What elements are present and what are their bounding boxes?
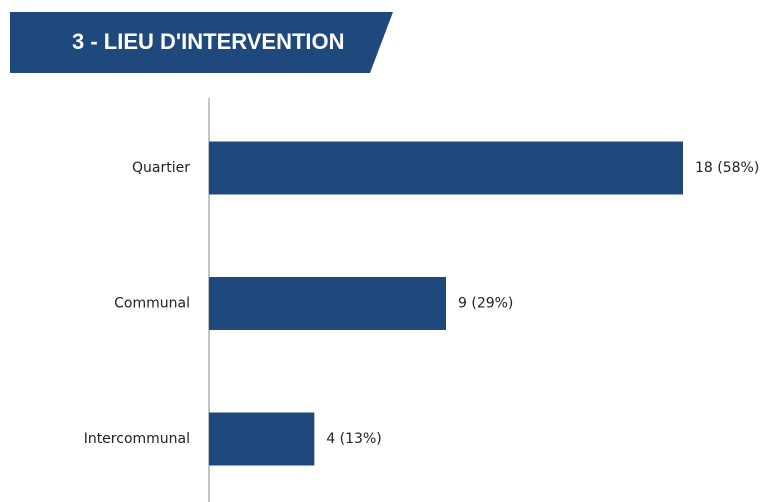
category-label: Intercommunal (84, 431, 190, 447)
value-label: 18 (58%) (695, 160, 759, 176)
value-label: 9 (29%) (458, 296, 513, 312)
value-label: 4 (13%) (326, 431, 381, 447)
category-label: Communal (114, 296, 190, 312)
category-label: Quartier (132, 160, 190, 176)
bar (209, 277, 446, 330)
title-banner (10, 12, 393, 73)
bar (209, 141, 683, 195)
chart-title: 3 - LIEU D'INTERVENTION (72, 29, 345, 54)
bar (209, 412, 315, 466)
